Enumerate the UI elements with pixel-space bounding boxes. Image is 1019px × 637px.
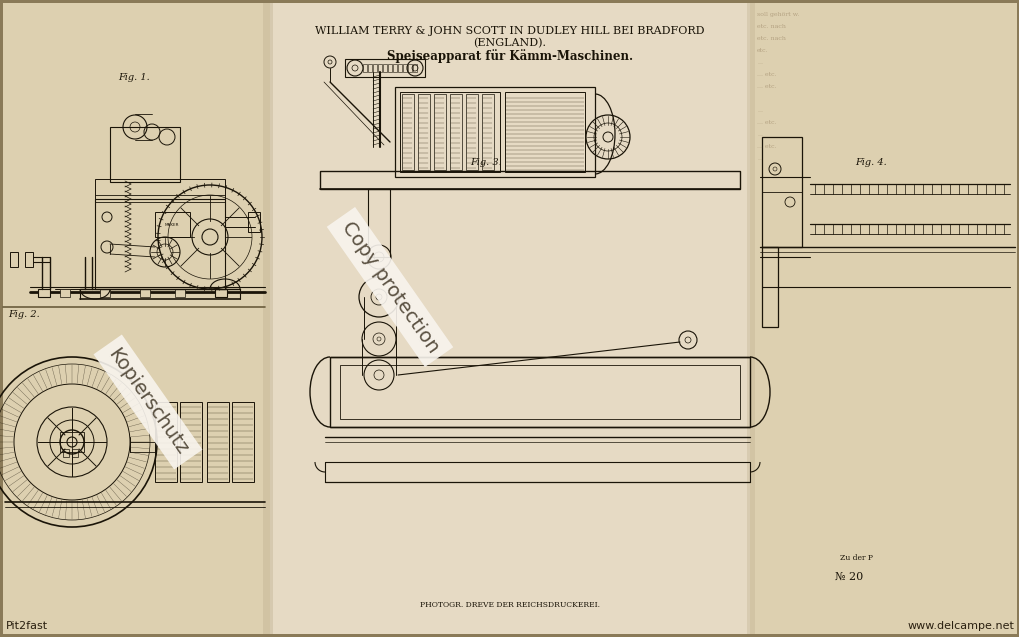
Text: PHOTOGR. DREVE DER REICHSDRUCKEREI.: PHOTOGR. DREVE DER REICHSDRUCKEREI. bbox=[420, 601, 599, 609]
Text: MAKER: MAKER bbox=[165, 223, 179, 227]
Bar bbox=[418, 94, 430, 170]
Bar bbox=[215, 289, 227, 297]
Bar bbox=[344, 59, 425, 77]
Bar bbox=[749, 0, 1019, 637]
Text: ... etc.: ... etc. bbox=[756, 84, 775, 89]
Bar bbox=[746, 0, 754, 637]
Text: ...: ... bbox=[756, 156, 762, 161]
Bar bbox=[387, 64, 391, 72]
Text: ... etc.: ... etc. bbox=[756, 72, 775, 77]
Text: Zu der P: Zu der P bbox=[840, 554, 872, 562]
Text: Copy protection: Copy protection bbox=[337, 218, 442, 356]
Bar bbox=[482, 94, 493, 170]
Text: etc. nach: etc. nach bbox=[756, 24, 785, 29]
Bar bbox=[110, 127, 179, 182]
Bar bbox=[466, 94, 478, 170]
Bar bbox=[382, 64, 386, 72]
Text: ... etc.: ... etc. bbox=[756, 144, 775, 149]
Text: ...: ... bbox=[756, 132, 762, 137]
Bar bbox=[401, 94, 414, 170]
Bar bbox=[95, 179, 225, 199]
Bar bbox=[270, 0, 749, 637]
Bar bbox=[263, 0, 273, 637]
Bar bbox=[10, 252, 18, 267]
Bar bbox=[155, 402, 177, 482]
Bar bbox=[408, 64, 412, 72]
Text: etc. nach: etc. nach bbox=[756, 36, 785, 41]
Text: www.delcampe.net: www.delcampe.net bbox=[906, 621, 1013, 631]
Bar bbox=[231, 402, 254, 482]
Bar bbox=[95, 199, 225, 289]
Bar bbox=[60, 289, 70, 297]
Text: Pit2fast: Pit2fast bbox=[6, 621, 48, 631]
Bar bbox=[175, 289, 184, 297]
Bar bbox=[63, 449, 69, 457]
Bar bbox=[399, 92, 499, 172]
Bar bbox=[368, 189, 389, 257]
Text: ...: ... bbox=[756, 108, 762, 113]
Bar bbox=[207, 402, 229, 482]
Text: ... etc.: ... etc. bbox=[756, 120, 775, 125]
Text: № 20: № 20 bbox=[835, 572, 862, 582]
Bar bbox=[363, 64, 367, 72]
Bar bbox=[449, 94, 462, 170]
Bar bbox=[60, 432, 84, 452]
Bar bbox=[140, 289, 150, 297]
Bar bbox=[0, 0, 1019, 3]
Bar bbox=[394, 87, 594, 177]
Bar bbox=[38, 289, 50, 297]
Bar bbox=[320, 171, 739, 189]
Bar bbox=[403, 64, 407, 72]
Bar bbox=[761, 137, 801, 247]
Text: Fig. 2.: Fig. 2. bbox=[8, 310, 40, 319]
Bar bbox=[413, 64, 417, 72]
Bar bbox=[504, 92, 585, 172]
Bar bbox=[339, 365, 739, 419]
Text: Fig. 4.: Fig. 4. bbox=[854, 158, 886, 167]
Bar bbox=[433, 94, 445, 170]
Bar bbox=[397, 64, 401, 72]
Bar bbox=[373, 64, 377, 72]
Bar bbox=[248, 212, 260, 232]
Bar bbox=[0, 634, 1019, 637]
Bar bbox=[368, 64, 372, 72]
Bar bbox=[100, 289, 110, 297]
Bar bbox=[1016, 0, 1019, 637]
Text: Kopierschutz: Kopierschutz bbox=[104, 345, 192, 459]
Text: Fig. 3.: Fig. 3. bbox=[470, 158, 501, 167]
Bar bbox=[392, 64, 396, 72]
Text: WILLIAM TERRY & JOHN SCOTT IN DUDLEY HILL BEI BRADFORD: WILLIAM TERRY & JOHN SCOTT IN DUDLEY HIL… bbox=[315, 26, 704, 36]
Bar bbox=[0, 0, 270, 637]
Bar bbox=[378, 64, 382, 72]
Bar bbox=[761, 247, 777, 327]
Bar bbox=[25, 252, 33, 267]
Text: ...: ... bbox=[756, 60, 762, 65]
Text: etc.: etc. bbox=[756, 48, 768, 53]
Text: Fig. 1.: Fig. 1. bbox=[118, 73, 150, 82]
Bar bbox=[155, 212, 190, 237]
Bar bbox=[179, 402, 202, 482]
Bar bbox=[761, 192, 801, 247]
Text: (ENGLAND).: (ENGLAND). bbox=[473, 38, 546, 48]
Bar bbox=[72, 449, 77, 457]
Bar bbox=[0, 0, 3, 637]
Bar bbox=[330, 357, 749, 427]
Text: Speiseapparat für Kämm-Maschinen.: Speiseapparat für Kämm-Maschinen. bbox=[386, 49, 633, 63]
Text: soll gehört w.: soll gehört w. bbox=[756, 12, 799, 17]
